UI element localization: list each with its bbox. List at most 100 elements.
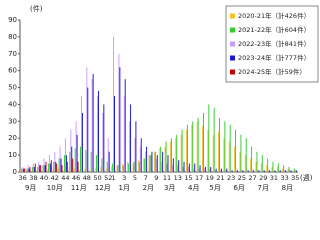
bar xyxy=(187,166,189,172)
bar xyxy=(245,138,247,172)
bar xyxy=(36,170,38,172)
x-tick-label: 33 xyxy=(280,174,288,182)
y-tick-label: 0 xyxy=(13,168,17,176)
bar xyxy=(194,163,196,172)
bar xyxy=(203,168,205,172)
month-label: 6月 xyxy=(233,184,244,192)
legend-swatch xyxy=(230,13,235,19)
bar xyxy=(123,96,125,172)
bar xyxy=(96,155,98,172)
bar xyxy=(32,163,34,172)
legend-swatch xyxy=(230,55,235,61)
legend-swatch xyxy=(230,41,235,47)
bar xyxy=(210,166,212,172)
bar xyxy=(250,158,252,172)
bar xyxy=(24,168,26,172)
bar xyxy=(121,163,123,172)
bar xyxy=(219,170,221,172)
bar xyxy=(135,121,137,172)
bar xyxy=(178,160,180,172)
bar xyxy=(236,170,238,172)
bar xyxy=(102,112,104,172)
bar xyxy=(89,170,91,172)
bar xyxy=(134,138,136,172)
bar xyxy=(208,104,210,172)
legend: 2020-21年（計426件） 2021-22年（計604件） 2022-23年（計… xyxy=(225,5,319,83)
x-tick-label: 3 xyxy=(122,174,126,182)
bar xyxy=(276,166,278,172)
bar xyxy=(107,138,109,172)
bar xyxy=(132,163,134,172)
bar xyxy=(246,170,248,172)
bar xyxy=(234,146,236,172)
bar xyxy=(74,148,76,172)
x-tick-label: 21 xyxy=(216,174,224,182)
bar xyxy=(112,163,114,172)
bar xyxy=(204,166,206,172)
bar xyxy=(287,168,289,172)
bar xyxy=(84,168,86,172)
bar xyxy=(159,148,161,172)
bar xyxy=(212,134,214,172)
bar xyxy=(117,165,119,172)
bar xyxy=(34,163,36,172)
bar xyxy=(55,161,57,172)
y-tick-label: 30 xyxy=(8,117,17,125)
bar xyxy=(241,170,243,172)
bar xyxy=(140,138,142,172)
bar xyxy=(288,166,290,172)
bar xyxy=(209,168,211,172)
bar xyxy=(272,161,274,172)
bar xyxy=(292,170,294,172)
bar xyxy=(40,165,42,172)
bar xyxy=(155,158,157,172)
x-tick-label: 25 xyxy=(238,174,246,182)
bar xyxy=(261,155,263,172)
bar xyxy=(76,134,78,172)
bar xyxy=(244,155,246,172)
bar xyxy=(113,36,115,173)
bar xyxy=(80,96,82,172)
bar xyxy=(68,170,70,172)
bar xyxy=(116,165,118,172)
bar xyxy=(165,141,167,172)
bar xyxy=(229,124,231,172)
bar xyxy=(282,168,284,172)
bar xyxy=(127,161,129,172)
bar xyxy=(247,170,249,172)
bar xyxy=(59,146,61,172)
bar xyxy=(138,161,140,172)
bar xyxy=(226,168,228,172)
x-tick-label: 50 xyxy=(93,174,101,182)
x-unit-label: (週) xyxy=(300,173,313,182)
y-tick-label: 80 xyxy=(8,33,17,41)
bar xyxy=(156,155,158,172)
x-tick-label: 1 xyxy=(111,174,115,182)
bar xyxy=(188,163,190,172)
bar xyxy=(79,170,81,172)
bar xyxy=(43,158,45,172)
bar xyxy=(191,124,193,172)
y-tick-label: 40 xyxy=(8,100,17,108)
bar xyxy=(151,151,153,172)
bar xyxy=(169,141,171,172)
bar xyxy=(283,165,285,172)
bar xyxy=(49,163,51,172)
bar xyxy=(295,170,297,172)
month-label: 2月 xyxy=(143,184,154,192)
bar xyxy=(176,134,178,172)
bar xyxy=(277,163,279,172)
bar xyxy=(294,170,296,172)
bar xyxy=(86,67,88,172)
bar xyxy=(73,168,75,172)
bar xyxy=(90,151,92,172)
bar xyxy=(284,170,286,172)
bar xyxy=(20,170,22,172)
bar xyxy=(64,138,66,172)
bar xyxy=(28,168,30,172)
bar xyxy=(149,155,151,172)
bar xyxy=(214,170,216,172)
bar xyxy=(167,155,169,172)
bar xyxy=(180,134,182,172)
legend-swatch xyxy=(230,69,235,75)
